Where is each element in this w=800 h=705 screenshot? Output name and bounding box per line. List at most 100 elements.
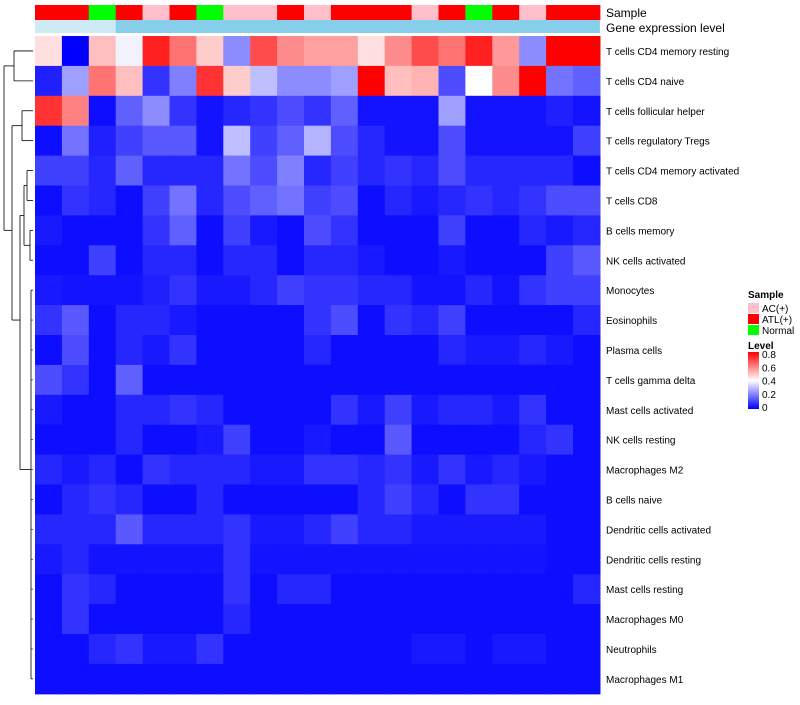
heatmap-cell: [492, 245, 520, 276]
heatmap-cell: [61, 634, 90, 665]
heatmap-cell: [330, 185, 359, 216]
heatmap-cell: [411, 604, 440, 635]
heatmap-cell: [384, 424, 413, 456]
heatmap-cell: [250, 335, 278, 366]
sample-annotation-cell: [384, 5, 413, 20]
heatmap-cell: [492, 215, 520, 246]
heatmap-cell: [169, 424, 197, 456]
heatmap-cell: [61, 454, 90, 486]
heatmap-cell: [573, 215, 601, 246]
heatmap-cell: [438, 65, 466, 97]
heatmap-cell: [357, 574, 386, 605]
heatmap-cell: [357, 663, 386, 695]
heatmap-cell: [277, 245, 305, 276]
heatmap-cell: [196, 185, 224, 216]
heatmap-cell: [196, 634, 224, 665]
heatmap-cell: [250, 424, 278, 456]
heatmap-cell: [519, 215, 547, 246]
heatmap-cell: [519, 424, 547, 456]
heatmap-cell: [492, 544, 520, 575]
heatmap-cell: [142, 335, 171, 366]
heatmap-cell: [357, 514, 386, 545]
row-label: Macrophages M0: [606, 615, 684, 626]
heatmap-cell: [411, 185, 440, 216]
heatmap-cell: [573, 95, 601, 127]
heatmap-cell: [223, 574, 251, 605]
heatmap-cell: [277, 394, 305, 426]
heatmap-cell: [142, 125, 171, 157]
heatmap-cell: [115, 574, 144, 605]
heatmap-cell: [61, 95, 90, 127]
heatmap-cell: [223, 185, 251, 216]
heatmap-cell: [142, 574, 171, 605]
heatmap-cell: [411, 634, 440, 665]
heatmap-cell: [546, 245, 574, 276]
heatmap-cell: [142, 364, 171, 396]
heatmap-cell: [573, 634, 601, 665]
heatmap-cells: [35, 36, 601, 695]
heatmap-cell: [330, 245, 359, 276]
heatmap-cell: [61, 65, 90, 97]
heatmap-cell: [169, 125, 197, 157]
heatmap-cell: [88, 95, 117, 127]
heatmap-cell: [250, 364, 278, 396]
heatmap-cell: [88, 454, 117, 486]
sample-annotation-cell: [223, 5, 251, 20]
heatmap-cell: [277, 95, 305, 127]
heatmap-cell: [250, 245, 278, 276]
heatmap-cell: [35, 484, 63, 515]
heatmap-cell: [35, 663, 63, 695]
heatmap-cell: [223, 544, 251, 575]
heatmap-cell: [546, 574, 574, 605]
heatmap-cell: [492, 424, 520, 456]
legend-level-tick: 0.6: [762, 363, 776, 374]
heatmap-cell: [465, 394, 493, 426]
heatmap-cell: [519, 36, 547, 67]
heatmap-cell: [573, 335, 601, 366]
heatmap-cell: [35, 215, 63, 246]
heatmap-cell: [115, 604, 144, 635]
heatmap-cell: [465, 454, 493, 486]
heatmap-cell: [438, 125, 466, 157]
heatmap-cell: [384, 394, 413, 426]
heatmap-cell: [330, 36, 359, 67]
heatmap-cell: [61, 544, 90, 575]
heatmap-cell: [88, 663, 117, 695]
heatmap-cell: [465, 634, 493, 665]
heatmap-cell: [546, 514, 574, 545]
heatmap-cell: [35, 394, 63, 426]
heatmap-cell: [115, 634, 144, 665]
heatmap-cell: [196, 125, 224, 157]
heatmap-cell: [277, 574, 305, 605]
sample-annotation-cell: [61, 5, 90, 20]
heatmap-cell: [169, 364, 197, 396]
heatmap-cell: [115, 454, 144, 486]
legend-level-tick: 0: [762, 403, 768, 414]
heatmap-cell: [142, 155, 171, 187]
heatmap-cell: [411, 484, 440, 515]
heatmap-cell: [384, 364, 413, 396]
heatmap-cell: [223, 663, 251, 695]
legend-level-tick: 0.4: [762, 377, 776, 388]
heatmap-cell: [142, 394, 171, 426]
heatmap-cell: [492, 335, 520, 366]
heatmap-cell: [384, 95, 413, 127]
heatmap-cell: [142, 424, 171, 456]
heatmap-cell: [330, 65, 359, 97]
heatmap-cell: [357, 36, 386, 67]
heatmap-cell: [35, 364, 63, 396]
heatmap-cell: [250, 454, 278, 486]
heatmap-cell: [88, 36, 117, 67]
heatmap-cell: [250, 604, 278, 635]
heatmap-cell: [304, 604, 332, 635]
heatmap-cell: [384, 185, 413, 216]
heatmap-cell: [115, 484, 144, 515]
heatmap-cell: [357, 245, 386, 276]
heatmap-cell: [492, 275, 520, 306]
sample-annotation-cell: [250, 5, 278, 20]
heatmap-cell: [196, 663, 224, 695]
heatmap-cell: [492, 95, 520, 127]
heatmap-cell: [35, 305, 63, 336]
